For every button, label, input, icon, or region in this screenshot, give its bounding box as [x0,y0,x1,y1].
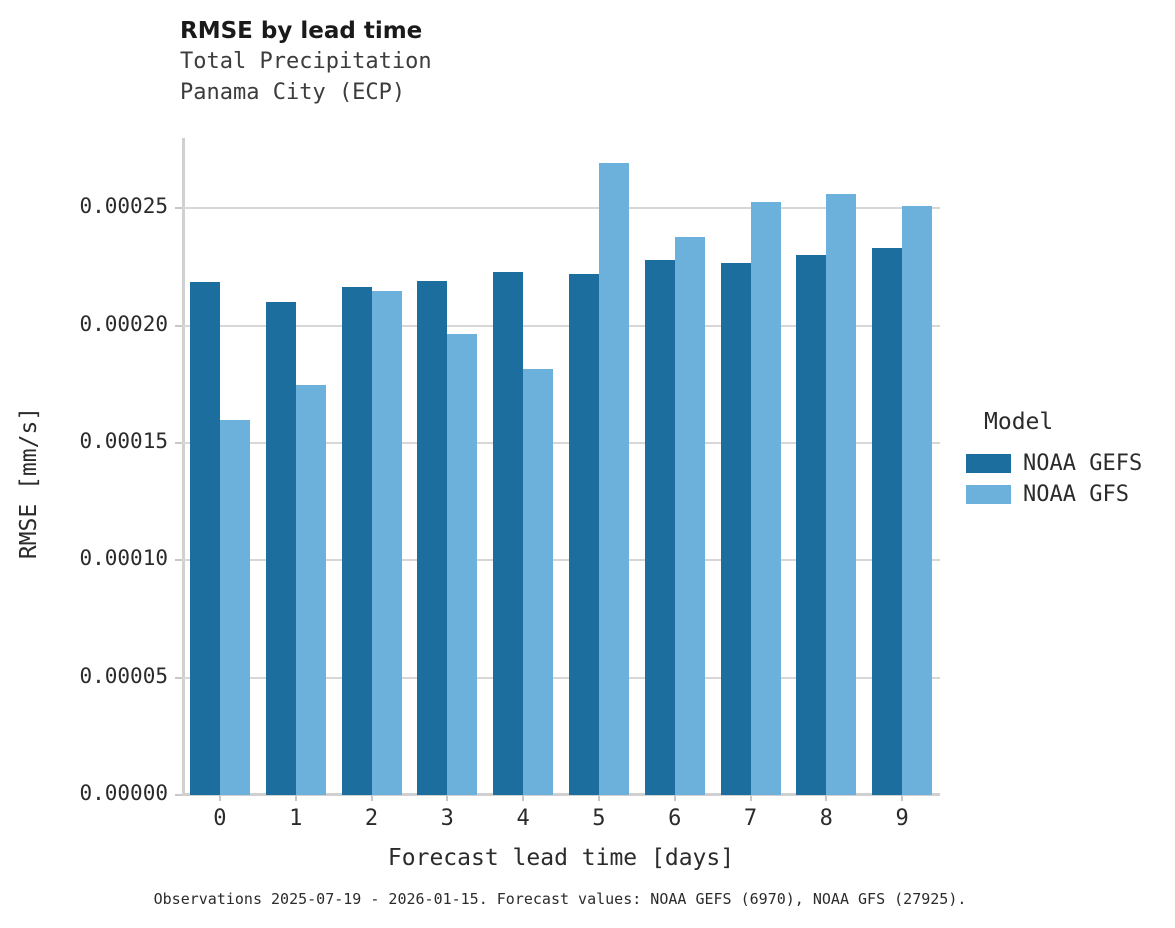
y-tick-label: 0.00005 [79,663,168,688]
x-tick-label: 4 [516,806,530,831]
legend-swatch-icon [966,454,1011,473]
plot-area [175,138,940,801]
gridline [182,442,940,445]
y-tick-label: 0.00025 [79,194,168,219]
bar [265,302,296,795]
x-tick-label: 9 [895,806,909,831]
bar [189,282,220,795]
bar [568,274,599,795]
bar [902,205,933,795]
bar [750,202,781,795]
bar [523,369,554,795]
bar [295,385,326,795]
legend-title: Model [984,409,1054,435]
gridline [182,559,940,562]
y-tick-mark [175,559,182,562]
gridline [182,324,940,327]
x-axis-spine [182,793,940,796]
bar [371,291,402,795]
y-axis-spine [182,138,185,796]
x-tick-label: 7 [743,806,758,831]
bar [720,263,751,795]
legend-item[interactable]: NOAA GEFS [966,448,1175,479]
x-axis-title: Forecast lead time [days] [387,845,735,871]
y-tick-label: 0.00015 [79,429,168,454]
page-title: RMSE by lead time [180,18,423,44]
x-tick-mark [522,795,525,801]
x-tick-label: 6 [668,806,682,831]
legend-item-label: NOAA GFS [1023,482,1129,507]
bar [341,287,372,795]
y-tick-mark [175,324,182,327]
gridline [182,676,940,679]
x-tick-mark [901,795,904,801]
bar [826,193,857,795]
legend-swatch-icon [966,485,1011,504]
bar [674,237,705,795]
x-tick-mark [370,795,373,801]
y-tick-label: 0.00000 [79,781,168,805]
y-tick-mark [175,794,182,796]
y-axis-title: RMSE [mm/s] [16,406,42,560]
y-tick-label: 0.00020 [79,311,168,336]
x-tick-label: 1 [289,806,303,831]
y-tick-mark [175,442,182,445]
bar [872,247,903,795]
x-tick-label: 8 [819,806,833,831]
x-tick-mark [673,795,676,801]
gridline [182,207,940,210]
y-tick-mark [175,676,182,679]
legend-item-label: NOAA GEFS [1023,451,1143,476]
x-tick-label: 3 [440,806,454,831]
title-block: RMSE by lead time Total Precipitation Pa… [180,16,432,108]
x-tick-label: 0 [213,806,227,831]
chart-subtitle-location: Panama City (ECP) [180,80,406,105]
x-tick-mark [749,795,752,801]
x-tick-label: 5 [592,806,606,831]
legend-item[interactable]: NOAA GFS [966,479,1175,510]
y-tick-label: 0.00010 [79,546,168,571]
x-tick-mark [825,795,828,801]
x-tick-mark [218,795,221,801]
y-tick-mark [175,207,182,210]
x-axis-tick-labels: 0 1 2 3 4 5 6 7 8 9 [182,806,940,840]
bar [219,420,250,795]
chart-subtitle-variable: Total Precipitation [180,49,432,74]
bar [644,260,675,795]
legend-entries: NOAA GEFS NOAA GFS [966,448,1175,510]
x-tick-mark [597,795,600,801]
bar [417,281,448,795]
bar [493,272,524,795]
footer-caption: Observations 2025-07-19 - 2026-01-15. Fo… [153,890,967,908]
bar [447,333,478,795]
x-tick-mark [446,795,449,801]
x-tick-label: 2 [364,806,379,831]
legend: Model NOAA GEFS NOAA GFS [966,409,1175,510]
bar [598,163,629,795]
y-axis-tick-labels: 0.00000 0.00005 0.00010 0.00015 0.00020 0.000… [0,0,168,928]
x-tick-mark [294,795,297,801]
bar [796,255,827,795]
